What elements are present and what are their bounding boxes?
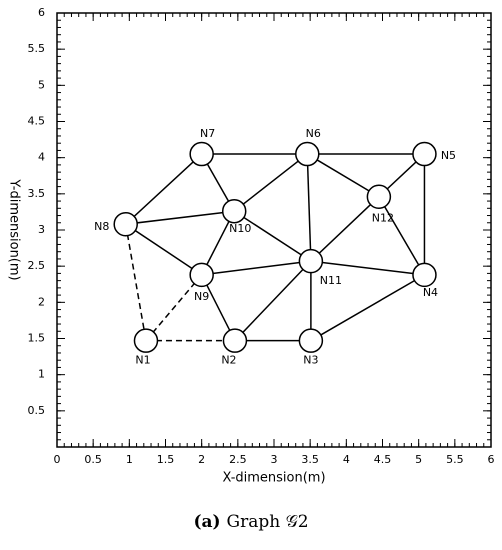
x-tick-label: 3	[271, 453, 278, 466]
x-tick-label: 1.5	[157, 453, 175, 466]
caption-label: (a)	[193, 512, 220, 532]
node-label: N7	[200, 127, 215, 140]
x-tick-label: 2.5	[229, 453, 247, 466]
node-label: N3	[303, 354, 318, 367]
node	[298, 248, 324, 274]
dashed-edge	[145, 274, 203, 342]
node	[222, 328, 248, 353]
node	[113, 211, 138, 237]
x-tick-label: 5	[415, 453, 422, 466]
edge	[310, 274, 425, 342]
y-tick-label: 4	[38, 151, 45, 164]
y-tick-label: 5.5	[28, 42, 46, 55]
y-tick-label: 1	[38, 368, 45, 381]
node-label: N10	[229, 222, 251, 235]
node-label: N4	[423, 286, 438, 299]
y-tick-label: 5	[38, 78, 45, 91]
x-tick-label: 5.5	[446, 453, 464, 466]
node-label: N5	[441, 149, 456, 162]
y-tick-label: 6	[38, 6, 45, 19]
edge	[306, 153, 380, 198]
edge	[201, 260, 311, 276]
y-tick-label: 2.5	[28, 259, 46, 272]
x-tick-label: 0	[54, 453, 61, 466]
edge	[200, 274, 236, 342]
edge	[378, 196, 426, 276]
node	[412, 141, 437, 167]
x-tick-label: 0.5	[84, 453, 102, 466]
edge	[233, 210, 312, 262]
x-tick-label: 6	[488, 453, 495, 466]
node-label: N2	[221, 354, 236, 367]
x-tick-label: 4	[343, 453, 350, 466]
edge	[234, 260, 312, 342]
edge	[125, 223, 203, 276]
edge	[125, 153, 203, 225]
x-axis-title: X-dimension(m)	[222, 471, 325, 486]
caption-text: Graph 𝒢2	[227, 512, 309, 532]
node-label: N11	[320, 274, 342, 287]
edge	[310, 260, 425, 276]
node	[221, 198, 247, 224]
node-label: N6	[306, 127, 321, 140]
node-label: N1	[135, 354, 150, 367]
node-label: N9	[194, 290, 209, 303]
node	[298, 328, 324, 353]
y-tick-label: 2	[38, 295, 45, 308]
y-tick-label: 3	[38, 223, 45, 236]
y-axis-title: Y-dimension(m)	[7, 178, 22, 280]
edge	[125, 210, 235, 225]
caption: (a) Graph 𝒢2	[193, 512, 308, 532]
x-tick-label: 4.5	[374, 453, 392, 466]
dashed-edge	[124, 224, 147, 341]
node	[295, 141, 320, 167]
node	[189, 141, 214, 167]
x-tick-label: 2	[198, 453, 205, 466]
y-tick-label: 0.5	[28, 404, 46, 417]
node	[133, 328, 159, 353]
y-tick-label: 4.5	[28, 115, 46, 128]
y-tick-label: 3.5	[28, 187, 46, 200]
x-tick-label: 1	[126, 453, 133, 466]
node	[189, 262, 214, 288]
y-tick-label: 1.5	[28, 332, 46, 345]
node	[366, 184, 392, 209]
edge	[306, 154, 312, 262]
edge	[233, 153, 308, 212]
node	[412, 262, 437, 288]
edge	[310, 196, 380, 262]
node-label: N8	[94, 220, 109, 233]
node-label: N12	[372, 212, 394, 225]
x-tick-label: 3.5	[301, 453, 319, 466]
